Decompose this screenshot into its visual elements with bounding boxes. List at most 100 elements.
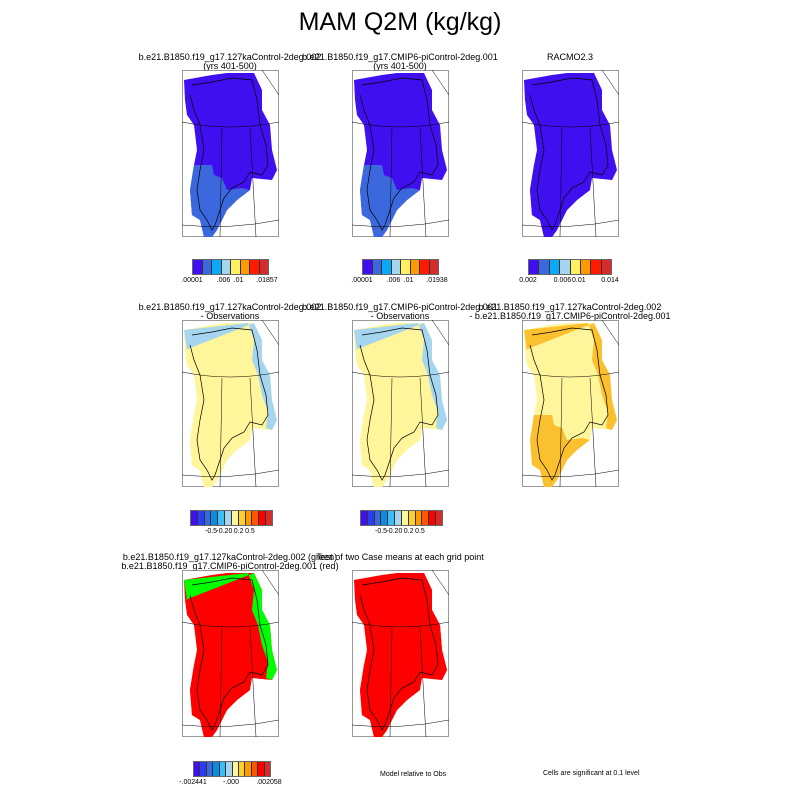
colorbar-label: 0.014 bbox=[601, 277, 619, 284]
panel-title: Test of two Case means at each grid poin… bbox=[250, 553, 550, 562]
colorbar-swatch bbox=[591, 260, 602, 274]
latitude-line bbox=[182, 121, 279, 128]
colorbar-swatch bbox=[245, 762, 252, 776]
colorbar bbox=[193, 761, 271, 777]
colorbar-swatch bbox=[372, 260, 382, 274]
colorbar-swatch bbox=[204, 511, 212, 525]
colorbar-swatch bbox=[194, 762, 201, 776]
colorbar-swatch bbox=[410, 260, 420, 274]
longitude-lines bbox=[559, 320, 619, 487]
colorbar-swatch bbox=[529, 260, 540, 274]
colorbar-label: 0 bbox=[398, 528, 403, 535]
colorbar-swatch bbox=[193, 260, 203, 274]
colorbar-swatch bbox=[259, 511, 267, 525]
field-secondary bbox=[360, 165, 420, 237]
colorbar-swatch bbox=[219, 762, 227, 776]
colorbar-swatch bbox=[266, 511, 272, 525]
model-relative-note: Model relative to Obs bbox=[380, 771, 447, 778]
panel-title-line2: b.e21.B1850.f19_g17.CMIP6-piControl-2deg… bbox=[121, 561, 339, 571]
longitude-lines bbox=[219, 570, 279, 737]
greenland-map bbox=[352, 70, 449, 237]
colorbar bbox=[360, 510, 443, 526]
colorbar-label: .006 bbox=[386, 277, 401, 284]
colorbar-label: -.002441 bbox=[179, 779, 207, 786]
colorbar-swatch bbox=[549, 260, 561, 274]
panel-title: b.e21.B1850.f19_g17.127kaControl-2deg.00… bbox=[80, 303, 380, 321]
colorbar-label: 0.5 bbox=[415, 528, 425, 535]
colorbar-label: 0.002 bbox=[519, 277, 537, 284]
coastline bbox=[529, 77, 609, 231]
panel-title: RACMO2.3 bbox=[420, 53, 720, 62]
greenland-map bbox=[182, 70, 279, 237]
latitude-line bbox=[182, 469, 279, 477]
colorbar bbox=[362, 259, 439, 275]
coastline bbox=[189, 77, 269, 231]
colorbar-swatch bbox=[560, 260, 571, 274]
panel-title-line1: b.e21.B1850.f19_g17.127kaControl-2deg.00… bbox=[122, 552, 338, 562]
colorbar-swatch bbox=[391, 260, 401, 274]
colorbar-label: .00001 bbox=[351, 277, 373, 284]
panel-title: b.e21.B1850.f19_g17.127kaControl-2deg.00… bbox=[80, 553, 380, 571]
colorbar-label: .002058 bbox=[256, 779, 282, 786]
colorbar-swatch bbox=[429, 260, 438, 274]
colorbar-swatch bbox=[191, 511, 198, 525]
longitude-lines bbox=[389, 570, 449, 737]
colorbar-swatch bbox=[264, 762, 271, 776]
colorbar-swatch bbox=[258, 762, 265, 776]
colorbar-label: .01 bbox=[403, 277, 414, 284]
greenland-map bbox=[522, 70, 619, 237]
colorbar bbox=[190, 510, 273, 526]
coastline bbox=[189, 577, 269, 731]
longitude-lines bbox=[559, 70, 619, 237]
colorbar-swatch bbox=[231, 511, 239, 525]
latitude-line bbox=[352, 219, 449, 227]
latitude-line bbox=[352, 719, 449, 727]
significance-note: Cells are significant at 0.1 level bbox=[543, 770, 640, 777]
colorbar-label: 0.5 bbox=[245, 528, 255, 535]
colorbar-swatch bbox=[382, 260, 392, 274]
latitude-line bbox=[182, 371, 279, 378]
colorbar-label: .01 bbox=[233, 277, 244, 284]
colorbar-swatch bbox=[218, 511, 226, 525]
greenland-map bbox=[352, 570, 449, 737]
longitude-lines bbox=[219, 70, 279, 237]
colorbar-swatch bbox=[238, 762, 246, 776]
colorbar-swatch bbox=[232, 762, 239, 776]
colorbar-swatch bbox=[401, 260, 411, 274]
colorbar-label: 0 bbox=[228, 528, 233, 535]
colorbar-swatch bbox=[240, 260, 250, 274]
colorbar-label: 0.006 bbox=[553, 277, 572, 284]
longitude-lines bbox=[389, 70, 449, 237]
colorbar-swatch bbox=[601, 260, 611, 274]
latitude-line bbox=[352, 371, 449, 378]
colorbar-swatch bbox=[420, 260, 430, 274]
panel-title: b.e21.B1850.f19_g17.CMIP6-piControl-2deg… bbox=[250, 303, 550, 321]
panel-title-line1: b.e21.B1850.f19_g17.127kaControl-2deg.00… bbox=[478, 302, 662, 312]
colorbar-swatch bbox=[539, 260, 550, 274]
panel-title-line1: b.e21.B1850.f19_g17.127kaControl-2deg.00… bbox=[138, 302, 322, 312]
colorbar-swatch bbox=[197, 511, 205, 525]
panel-title-line2: (yrs 401-500) bbox=[203, 61, 257, 71]
field-edge bbox=[184, 323, 277, 430]
colorbar-label: 0.01 bbox=[572, 277, 586, 284]
colorbar-swatch bbox=[361, 511, 368, 525]
colorbar-label: .01938 bbox=[426, 277, 448, 284]
colorbar-label: .00001 bbox=[181, 277, 203, 284]
panel-title: b.e21.B1850.f19_g17.CMIP6-piControl-2deg… bbox=[250, 53, 550, 71]
colorbar-swatch bbox=[381, 511, 389, 525]
longitude-lines bbox=[389, 320, 449, 487]
colorbar-label: 0.2 bbox=[233, 528, 244, 535]
colorbar bbox=[528, 259, 612, 275]
colorbar-swatch bbox=[367, 511, 375, 525]
colorbar-swatch bbox=[238, 511, 246, 525]
longitude-lines bbox=[219, 320, 279, 487]
field-edge bbox=[184, 573, 277, 680]
field-secondary bbox=[190, 165, 250, 237]
field-secondary bbox=[190, 415, 250, 487]
colorbar-swatch bbox=[221, 260, 231, 274]
field-secondary bbox=[360, 665, 420, 737]
colorbar-swatch bbox=[415, 511, 423, 525]
field-edge bbox=[354, 573, 447, 680]
latitude-line bbox=[182, 219, 279, 227]
coastline bbox=[359, 77, 439, 231]
